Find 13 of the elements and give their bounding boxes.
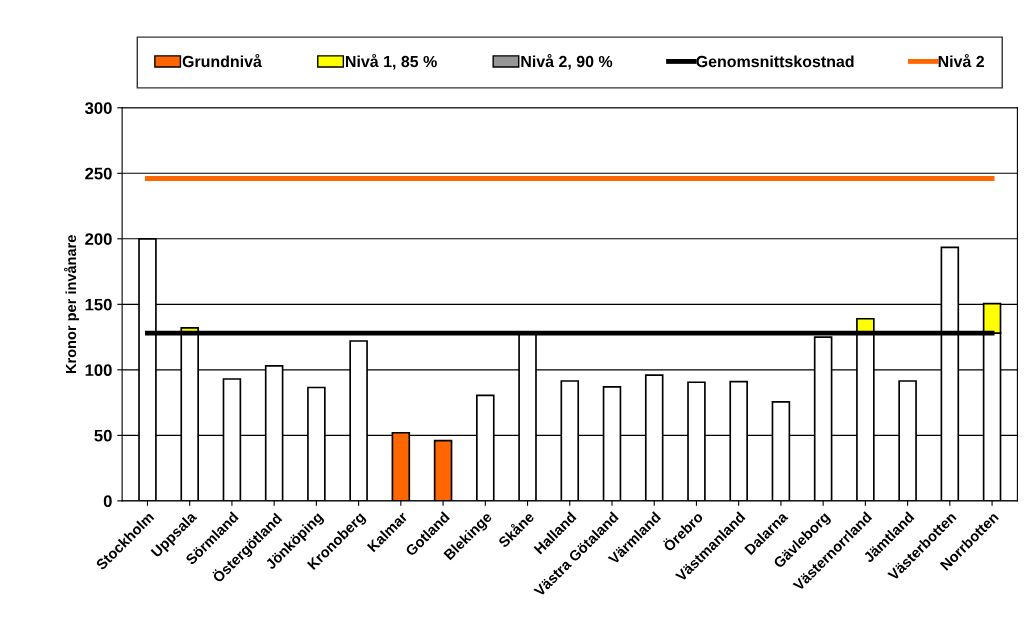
y-tick-label: 100 [85,364,112,377]
y-tick-label: 50 [94,429,112,442]
y-tick-label: 0 [103,495,112,508]
y-tick-label: 200 [85,233,112,246]
y-tick-label: 250 [85,167,112,180]
legend-label: Grundnivå [182,53,262,68]
y-tick-label: 150 [85,298,112,311]
legend-label: Nivå 1, 85 % [346,53,437,70]
legend-label: Nivå 2 [938,53,985,68]
y-tick-label: 300 [84,102,112,115]
legend-label: Genomsnittskostnad [696,55,854,68]
legend-label: Nivå 2, 90 % [521,53,613,70]
y-axis-title: Kronor per invånare [64,235,80,374]
